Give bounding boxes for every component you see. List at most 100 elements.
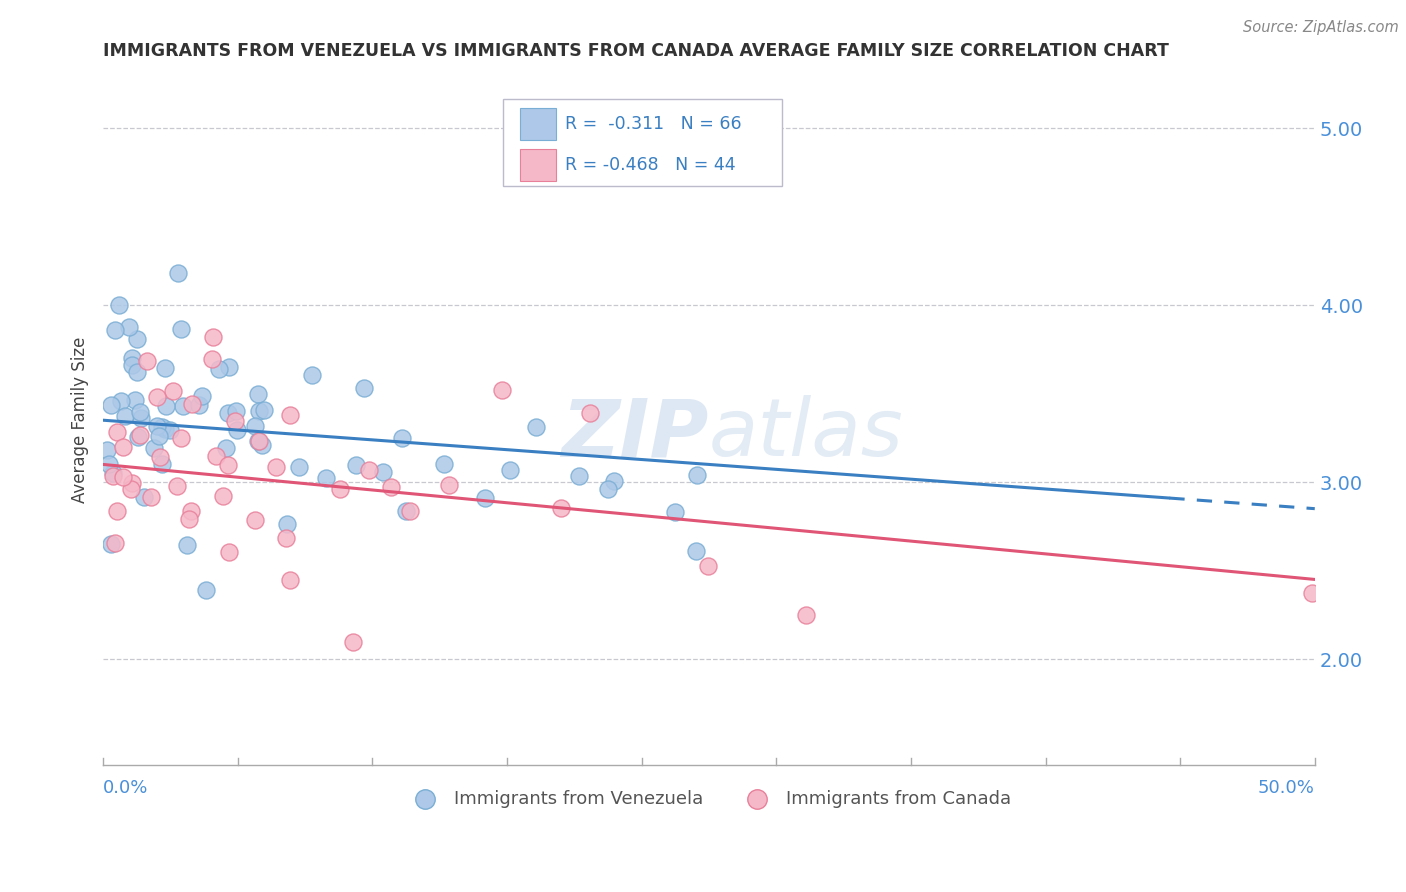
Point	[439, 477, 461, 491]
Point	[353, 381, 375, 395]
Point	[212, 489, 235, 503]
Point	[373, 465, 395, 479]
Point	[278, 408, 301, 422]
Point	[264, 459, 287, 474]
Point	[201, 329, 224, 343]
Point	[169, 322, 191, 336]
Point	[398, 504, 420, 518]
Point	[100, 537, 122, 551]
Point	[180, 503, 202, 517]
FancyBboxPatch shape	[520, 149, 557, 180]
Point	[146, 390, 169, 404]
Point	[578, 406, 600, 420]
Point	[117, 319, 139, 334]
Point	[103, 322, 125, 336]
Point	[195, 582, 218, 597]
Point	[280, 574, 302, 588]
FancyBboxPatch shape	[520, 108, 557, 140]
Point	[226, 423, 249, 437]
Point	[104, 536, 127, 550]
Point	[132, 490, 155, 504]
Point	[105, 425, 128, 439]
Point	[129, 410, 152, 425]
Point	[395, 504, 418, 518]
Point	[129, 405, 152, 419]
Point	[433, 457, 456, 471]
Point	[136, 354, 159, 368]
Point	[550, 500, 572, 515]
Point	[201, 351, 224, 366]
Point	[253, 402, 276, 417]
Point	[686, 468, 709, 483]
Point	[127, 332, 149, 346]
Point	[217, 406, 239, 420]
Point	[129, 427, 152, 442]
FancyBboxPatch shape	[503, 99, 782, 186]
Point	[150, 419, 173, 434]
Text: atlas: atlas	[709, 395, 904, 473]
Point	[224, 414, 246, 428]
Point	[603, 475, 626, 489]
Point	[98, 457, 121, 471]
Point	[101, 469, 124, 483]
Point	[159, 423, 181, 437]
Point	[287, 460, 309, 475]
Point	[568, 469, 591, 483]
Point	[190, 389, 212, 403]
Point	[274, 531, 297, 545]
Point	[103, 466, 125, 480]
Point	[120, 482, 142, 496]
Text: R =  -0.311   N = 66: R = -0.311 N = 66	[565, 115, 741, 133]
Point	[247, 404, 270, 418]
Point	[150, 458, 173, 472]
Point	[105, 503, 128, 517]
Point	[188, 398, 211, 412]
Point	[124, 393, 146, 408]
Point	[179, 512, 201, 526]
Point	[167, 266, 190, 280]
Point	[153, 422, 176, 436]
Point	[685, 544, 707, 558]
Point	[148, 429, 170, 443]
Point	[357, 462, 380, 476]
Point	[499, 463, 522, 477]
Point	[344, 458, 367, 472]
Point	[328, 482, 350, 496]
Point	[315, 471, 337, 485]
Point	[245, 418, 267, 433]
Point	[121, 351, 143, 366]
Point	[139, 490, 162, 504]
Legend: Immigrants from Venezuela, Immigrants from Canada: Immigrants from Venezuela, Immigrants fr…	[399, 782, 1018, 814]
Point	[243, 513, 266, 527]
Point	[121, 475, 143, 490]
Point	[149, 450, 172, 465]
Point	[301, 368, 323, 382]
Text: ZIP: ZIP	[561, 395, 709, 473]
Point	[214, 441, 236, 455]
Point	[180, 397, 202, 411]
Point	[166, 478, 188, 492]
Point	[276, 517, 298, 532]
Point	[380, 480, 402, 494]
Point	[142, 441, 165, 455]
Point	[205, 449, 228, 463]
Point	[794, 608, 817, 623]
Point	[664, 505, 686, 519]
Point	[218, 360, 240, 375]
Point	[474, 491, 496, 505]
Point	[342, 634, 364, 648]
Point	[247, 434, 270, 448]
Point	[225, 404, 247, 418]
Point	[1301, 586, 1323, 600]
Point	[110, 394, 132, 409]
Text: IMMIGRANTS FROM VENEZUELA VS IMMIGRANTS FROM CANADA AVERAGE FAMILY SIZE CORRELAT: IMMIGRANTS FROM VENEZUELA VS IMMIGRANTS …	[103, 42, 1168, 60]
Point	[96, 443, 118, 458]
Point	[697, 559, 720, 574]
Point	[217, 458, 239, 473]
Point	[491, 384, 513, 398]
Point	[111, 440, 134, 454]
Point	[155, 400, 177, 414]
Point	[246, 434, 269, 449]
Y-axis label: Average Family Size: Average Family Size	[72, 337, 89, 503]
Point	[246, 386, 269, 401]
